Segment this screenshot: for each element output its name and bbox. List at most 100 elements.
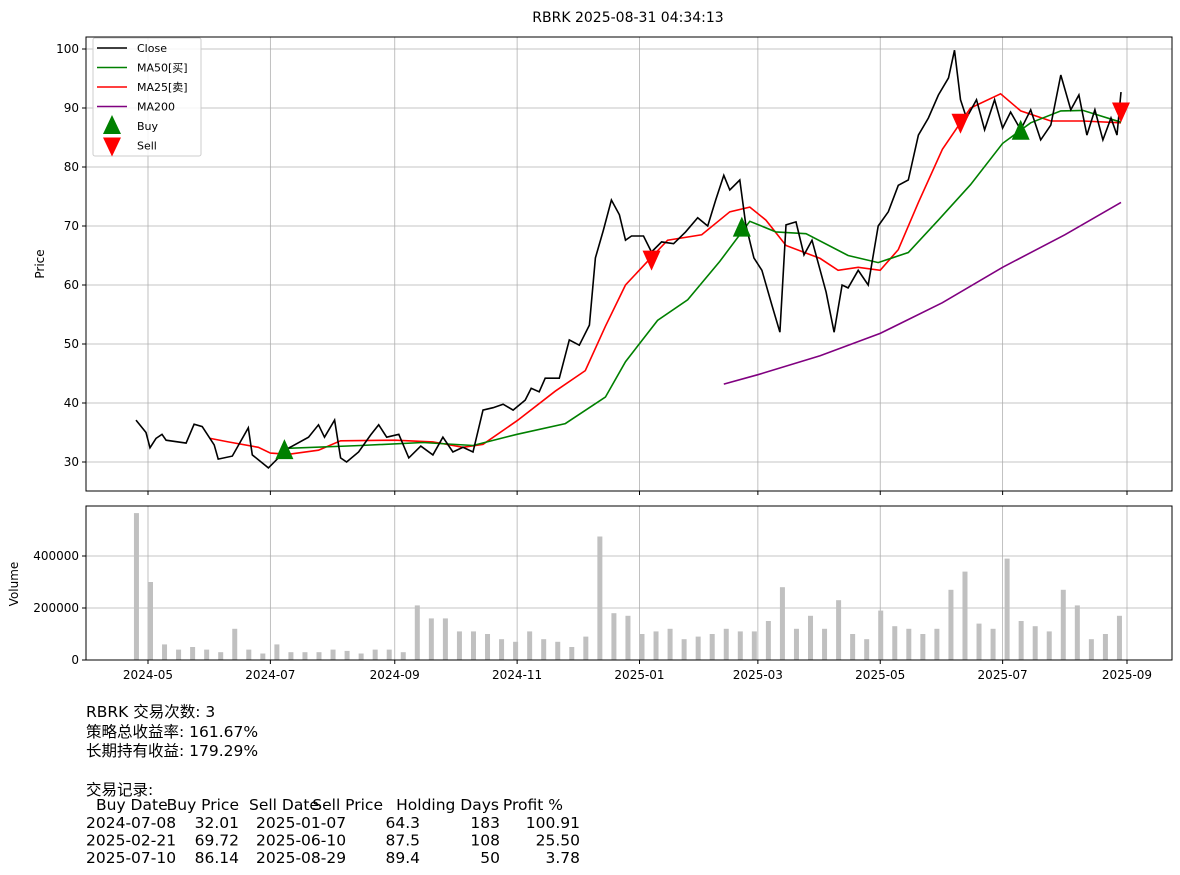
volume-bar — [499, 639, 505, 660]
y-tick-label: 400000 — [33, 549, 79, 563]
volume-bar — [316, 652, 322, 660]
volume-bar — [274, 644, 280, 660]
series-ma25-line — [210, 92, 1122, 456]
volume-bar — [751, 631, 757, 660]
sell-marker — [642, 250, 661, 271]
volume-bar — [948, 589, 954, 660]
volume-bar — [302, 652, 308, 660]
volume-bar — [737, 631, 743, 660]
y-tick-label: 50 — [64, 337, 79, 351]
volume-bar — [1074, 605, 1080, 660]
y-tick-label: 30 — [64, 455, 79, 469]
volume-bar — [836, 600, 842, 660]
volume-bar — [653, 631, 659, 660]
legend-label: Close — [137, 42, 167, 55]
table-cell: 2025-01-07 — [256, 814, 346, 832]
table-cell: 108 — [470, 832, 500, 850]
table-cell: 2024-07-08 — [86, 814, 176, 832]
legend-sell-swatch — [103, 137, 121, 157]
volume-bar — [555, 641, 561, 660]
table-header: Buy Date — [96, 796, 168, 814]
volume-bar — [386, 649, 392, 660]
volume-bar — [344, 650, 350, 660]
volume-bar — [906, 628, 912, 660]
y-tick-label: 40 — [64, 396, 79, 410]
x-tick-label: 2025-03 — [733, 668, 783, 682]
y-tick-label: 200000 — [33, 601, 79, 615]
volume-bar — [611, 613, 617, 660]
volume-bar — [976, 623, 982, 660]
y-tick-label: 70 — [64, 219, 79, 233]
table-cell: 25.50 — [536, 832, 580, 850]
volume-bar — [414, 605, 420, 660]
hold-return: 长期持有收益: 179.29% — [86, 742, 258, 760]
volume-bar — [920, 634, 926, 660]
volume-bar — [1102, 634, 1108, 660]
volume-bar — [597, 536, 603, 660]
volume-bar — [162, 644, 168, 660]
volume-bar — [330, 649, 336, 660]
volume-bar — [442, 618, 448, 660]
y-tick-label: 0 — [71, 653, 79, 667]
legend-label: MA200 — [137, 101, 175, 114]
volume-bar — [456, 631, 462, 660]
volume-bar — [583, 636, 589, 660]
table-cell: 2025-02-21 — [86, 832, 176, 850]
x-tick-label: 2025-05 — [855, 668, 905, 682]
volume-bar — [133, 513, 139, 660]
series-ma50-line — [284, 109, 1122, 450]
y-tick-label: 80 — [64, 160, 79, 174]
legend-label: Buy — [137, 120, 159, 133]
table-header: Sell Price — [312, 796, 383, 814]
volume-bar — [1116, 615, 1122, 660]
buy-marker — [1011, 119, 1030, 140]
price-ylabel: Price — [33, 249, 47, 278]
legend: Close MA50[买] MA25[卖] MA200 Buy Sell — [92, 37, 202, 157]
volume-bar — [218, 652, 224, 660]
volume-bar — [695, 636, 701, 660]
volume-bar — [822, 628, 828, 660]
volume-bar — [1004, 558, 1010, 660]
volume-bar — [639, 634, 645, 660]
series-ma200-line — [723, 201, 1122, 385]
x-tick-label: 2024-11 — [492, 668, 542, 682]
volume-bar — [541, 639, 547, 660]
volume-bar — [934, 628, 940, 660]
records-label: 交易记录: — [86, 781, 153, 799]
legend-label: Sell — [137, 140, 157, 153]
table-cell: 183 — [470, 814, 500, 832]
price-axes: 30 40 50 60 70 80 90 100 — [56, 36, 1173, 495]
buy-marker — [275, 439, 294, 460]
volume-bar — [470, 631, 476, 660]
volume-bar — [681, 639, 687, 660]
volume-bar — [232, 628, 238, 660]
strategy-return: 策略总收益率: 161.67% — [86, 723, 258, 741]
volume-bar — [569, 647, 575, 660]
table-cell: 32.01 — [195, 814, 239, 832]
x-tick-label: 2025-07 — [978, 668, 1028, 682]
summary: RBRK 交易次数: 3 策略总收益率: 161.67% 长期持有收益: 179… — [86, 703, 258, 799]
table-cell: 87.5 — [385, 832, 420, 850]
volume-bar — [513, 641, 519, 660]
volume-bar — [358, 653, 364, 660]
volume-axes: 2024-05 2024-07 2024-09 2024-11 2025-01 2025-… — [33, 505, 1173, 682]
table-cell: 89.4 — [385, 849, 420, 867]
table-header: Holding Days — [396, 796, 499, 814]
volume-bar — [527, 631, 533, 660]
volume-bar — [1018, 621, 1024, 660]
volume-bar — [190, 647, 196, 660]
volume-bar — [400, 652, 406, 660]
legend-label: MA50[买] — [137, 62, 188, 75]
table-header: Profit % — [503, 796, 563, 814]
table-cell: 69.72 — [195, 832, 239, 850]
table-cell: 2025-07-10 — [86, 849, 176, 867]
volume-bar — [850, 634, 856, 660]
table-cell: 100.91 — [526, 814, 580, 832]
volume-bar — [1060, 589, 1066, 660]
legend-label: MA25[卖] — [137, 81, 188, 94]
volume-bar — [793, 628, 799, 660]
volume-bar — [878, 610, 884, 660]
table-cell: 2025-06-10 — [256, 832, 346, 850]
